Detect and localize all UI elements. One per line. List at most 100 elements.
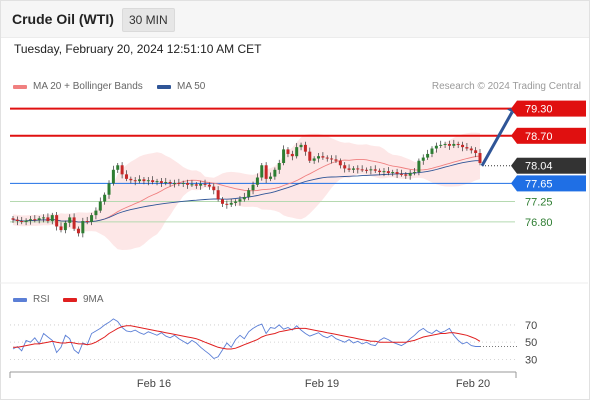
x-tick-0: Feb 16 bbox=[137, 378, 171, 390]
candle-body bbox=[220, 199, 224, 204]
level-label-support-4: 77.25 bbox=[525, 197, 553, 209]
candle-body bbox=[439, 144, 443, 146]
candle-body bbox=[247, 190, 251, 197]
rsi-tick-30: 30 bbox=[525, 354, 537, 366]
candle-body bbox=[312, 158, 316, 161]
candle-body bbox=[317, 156, 321, 159]
candle-body bbox=[234, 201, 238, 203]
candle-body bbox=[225, 203, 229, 205]
bollinger-band bbox=[13, 132, 480, 250]
level-label-last-2: 78.04 bbox=[525, 161, 553, 173]
candle-body bbox=[452, 143, 456, 146]
candle-body bbox=[59, 226, 63, 231]
candle-body bbox=[63, 222, 67, 231]
candle-body bbox=[111, 169, 115, 184]
legend-ma20: MA 20 + Bollinger Bands bbox=[13, 81, 143, 92]
x-tick-2: Feb 20 bbox=[456, 378, 490, 390]
rsi-label: RSI bbox=[33, 294, 50, 305]
candle-body bbox=[251, 184, 255, 191]
level-label-pointer-3 bbox=[511, 175, 517, 192]
interval-button[interactable]: 30 MIN bbox=[122, 8, 175, 32]
candle-body bbox=[194, 184, 198, 186]
candle-body bbox=[181, 182, 185, 184]
candle-body bbox=[72, 217, 76, 229]
candle-body bbox=[299, 144, 303, 148]
candle-body bbox=[382, 171, 386, 173]
candle-body bbox=[37, 218, 41, 221]
ma20-label: MA 20 + Bollinger Bands bbox=[33, 81, 143, 92]
level-label-box-0 bbox=[517, 100, 586, 117]
credit-text: Research © 2024 Trading Central bbox=[431, 81, 581, 92]
candle-body bbox=[269, 176, 273, 179]
candle-body bbox=[28, 219, 32, 221]
candle-body bbox=[469, 148, 473, 151]
candle-body bbox=[399, 173, 403, 175]
legend-rsi-ma: 9MA bbox=[63, 294, 104, 305]
candle-body bbox=[255, 177, 259, 185]
candle-body bbox=[343, 165, 347, 169]
candle-body bbox=[391, 172, 395, 174]
candle-body bbox=[404, 174, 408, 176]
candle-body bbox=[308, 151, 312, 161]
candle-body bbox=[238, 199, 242, 202]
level-label-box-3 bbox=[517, 175, 586, 192]
ma20-swatch bbox=[13, 84, 27, 89]
candle-body bbox=[159, 181, 163, 183]
rsi-line bbox=[12, 318, 480, 360]
candle-body bbox=[273, 169, 277, 177]
candle-body bbox=[42, 217, 46, 219]
candle-body bbox=[98, 201, 102, 211]
timestamp: Tuesday, February 20, 2024 12:51:10 AM C… bbox=[14, 42, 262, 56]
candle-body bbox=[378, 170, 382, 173]
rsi-swatch bbox=[13, 297, 27, 302]
candle-body bbox=[20, 221, 24, 223]
rsi-tick-50: 50 bbox=[525, 337, 537, 349]
level-label-resistance-0: 79.30 bbox=[525, 104, 553, 116]
candle-body bbox=[338, 160, 342, 166]
legend-ma50: MA 50 bbox=[157, 81, 205, 92]
candle-body bbox=[138, 179, 142, 182]
candle-body bbox=[203, 183, 207, 185]
candle-body bbox=[199, 183, 203, 186]
candle-body bbox=[369, 169, 373, 171]
candle-body bbox=[155, 181, 159, 183]
candle-body bbox=[443, 143, 447, 145]
candle-body bbox=[15, 219, 19, 222]
candle-body bbox=[216, 190, 220, 200]
candle-body bbox=[434, 145, 438, 149]
candle-body bbox=[290, 153, 294, 157]
candle-body bbox=[242, 197, 246, 200]
candle-body bbox=[207, 184, 211, 187]
candle-body bbox=[24, 220, 28, 222]
candle-body bbox=[417, 160, 421, 173]
candle-body bbox=[386, 171, 390, 173]
level-label-pointer-0 bbox=[511, 100, 517, 117]
candle-body bbox=[168, 182, 172, 184]
candle-body bbox=[190, 184, 194, 186]
candle-body bbox=[94, 210, 98, 216]
ma50-label: MA 50 bbox=[177, 81, 206, 92]
candle-body bbox=[461, 144, 465, 148]
candle-body bbox=[264, 165, 268, 179]
candle-body bbox=[360, 169, 364, 171]
level-label-support-5: 76.80 bbox=[525, 217, 553, 229]
candle-body bbox=[68, 217, 72, 223]
candle-body bbox=[426, 153, 430, 158]
candle-body bbox=[408, 172, 412, 176]
candle-body bbox=[474, 150, 478, 154]
candle-body bbox=[347, 168, 351, 170]
candle-body bbox=[447, 143, 451, 146]
level-label-pointer-1 bbox=[511, 127, 517, 144]
candle-body bbox=[146, 180, 150, 182]
candle-body bbox=[286, 149, 290, 154]
candle-body bbox=[172, 182, 176, 184]
candle-body bbox=[76, 228, 80, 234]
ma50-swatch bbox=[157, 84, 171, 89]
candle-body bbox=[421, 157, 425, 161]
candle-body bbox=[142, 179, 146, 182]
x-tick-1: Feb 19 bbox=[305, 378, 339, 390]
candle-body bbox=[55, 215, 59, 227]
level-label-pivot-3: 77.65 bbox=[525, 178, 553, 190]
